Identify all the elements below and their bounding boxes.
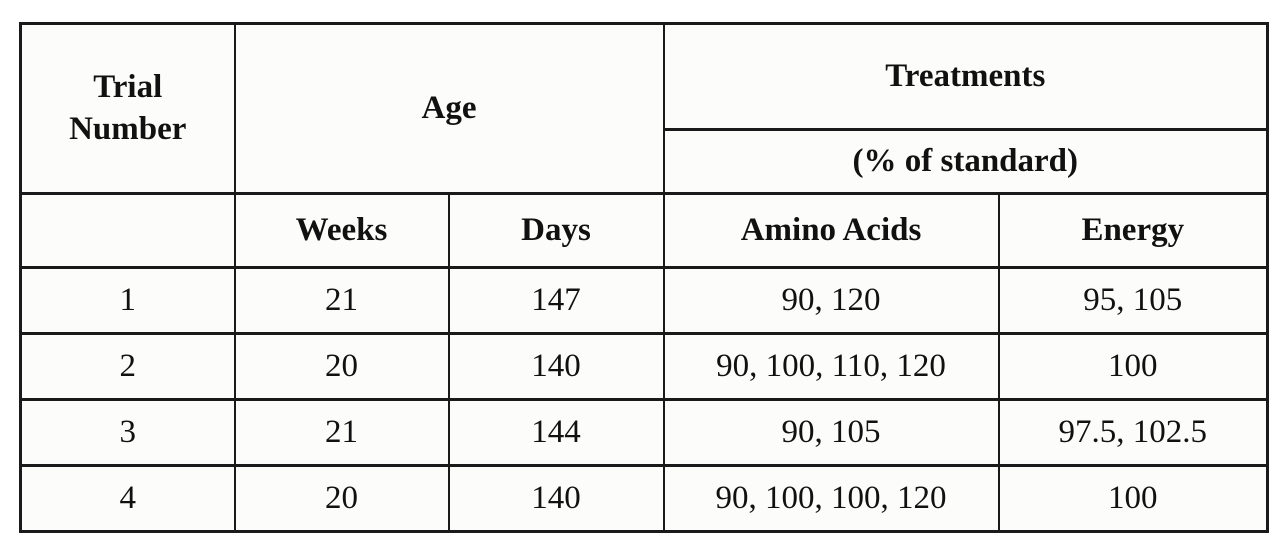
cell-days: 147 xyxy=(447,266,665,335)
header-row-treatments-sub: (% of standard) xyxy=(21,128,1269,195)
header-energy: Energy xyxy=(997,192,1269,269)
header-weeks: Weeks xyxy=(233,192,450,269)
header-row-top: Trial Number Age Treatments xyxy=(19,22,1269,195)
cell-trial: 4 xyxy=(19,464,236,533)
table-row: 2 20 140 90, 100, 110, 120 100 xyxy=(19,332,1269,401)
header-empty-cell xyxy=(19,192,236,269)
cell-amino-acids: 90, 100, 100, 120 xyxy=(662,464,1000,533)
cell-energy: 97.5, 102.5 xyxy=(997,398,1269,467)
cell-weeks: 21 xyxy=(233,398,450,467)
cell-amino-acids: 90, 105 xyxy=(662,398,1000,467)
cell-weeks: 21 xyxy=(233,266,450,335)
cell-days: 144 xyxy=(447,398,665,467)
header-row-columns: Weeks Days Amino Acids Energy xyxy=(19,192,1269,269)
cell-energy: 100 xyxy=(997,332,1269,401)
trials-table-container: Trial Number Age Treatments (% of standa… xyxy=(19,22,1270,533)
cell-weeks: 20 xyxy=(233,332,450,401)
cell-trial: 3 xyxy=(19,398,236,467)
table-row: 4 20 140 90, 100, 100, 120 100 xyxy=(19,464,1269,533)
header-days: Days xyxy=(447,192,665,269)
cell-trial: 1 xyxy=(19,266,236,335)
header-treatments-subtitle: (% of standard) xyxy=(662,128,1269,195)
cell-energy: 95, 105 xyxy=(997,266,1269,335)
cell-energy: 100 xyxy=(997,464,1269,533)
header-trial-number: Trial Number xyxy=(19,22,236,195)
cell-trial: 2 xyxy=(19,332,236,401)
table-row: 3 21 144 90, 105 97.5, 102.5 xyxy=(19,398,1269,467)
cell-amino-acids: 90, 100, 110, 120 xyxy=(662,332,1000,401)
trials-table: Trial Number Age Treatments (% of standa… xyxy=(19,22,1270,533)
cell-weeks: 20 xyxy=(233,464,450,533)
header-treatments: Treatments xyxy=(662,22,1269,131)
table-row: 1 21 147 90, 120 95, 105 xyxy=(19,266,1269,335)
header-trial-number-label: Trial Number xyxy=(69,69,187,147)
cell-days: 140 xyxy=(447,332,665,401)
header-age: Age xyxy=(233,22,665,195)
header-amino-acids: Amino Acids xyxy=(662,192,1000,269)
cell-amino-acids: 90, 120 xyxy=(662,266,1000,335)
cell-days: 140 xyxy=(447,464,665,533)
